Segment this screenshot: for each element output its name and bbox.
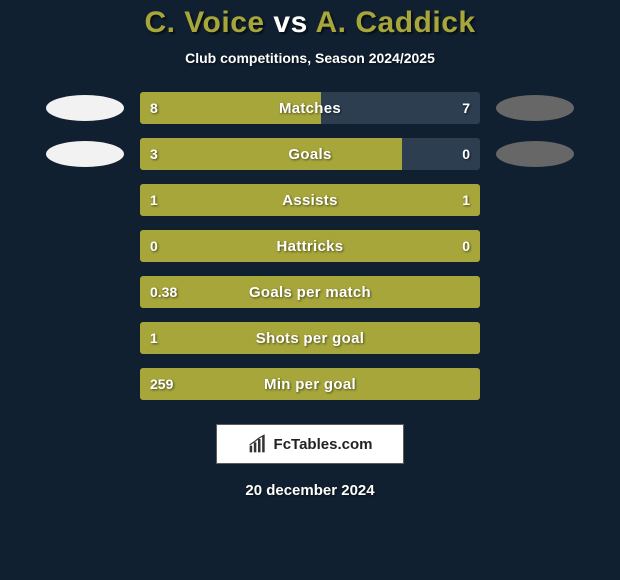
branding-box: FcTables.com xyxy=(216,424,404,464)
comparison-title: C. Voice vs A. Caddick xyxy=(0,0,620,40)
stat-value-left: 1 xyxy=(150,322,158,354)
team-badge-left xyxy=(46,95,124,121)
stat-bar-left-fill xyxy=(140,276,480,308)
stat-row: 259Min per goal xyxy=(0,368,620,400)
stat-value-right: 7 xyxy=(462,92,470,124)
stat-rows: 87Matches30Goals11Assists00Hattricks0.38… xyxy=(0,92,620,400)
stat-value-left: 0.38 xyxy=(150,276,177,308)
stat-value-left: 1 xyxy=(150,184,158,216)
right-badge-slot xyxy=(490,141,580,167)
stat-bar: 1Shots per goal xyxy=(140,322,480,354)
stat-bar-left-fill xyxy=(140,138,402,170)
team-badge-left xyxy=(46,141,124,167)
stat-row: 00Hattricks xyxy=(0,230,620,262)
stat-value-right: 0 xyxy=(462,230,470,262)
stat-bar-left-fill xyxy=(140,368,480,400)
team-badge-right xyxy=(496,141,574,167)
stat-bar-left-fill xyxy=(140,230,480,262)
stat-row: 30Goals xyxy=(0,138,620,170)
stat-bar-left-fill xyxy=(140,92,321,124)
stat-row: 1Shots per goal xyxy=(0,322,620,354)
stat-bar: 11Assists xyxy=(140,184,480,216)
stat-value-left: 8 xyxy=(150,92,158,124)
team-badge-right xyxy=(496,95,574,121)
stat-row: 11Assists xyxy=(0,184,620,216)
branding-text: FcTables.com xyxy=(274,436,373,453)
stat-value-left: 0 xyxy=(150,230,158,262)
stat-bar-left-fill xyxy=(140,322,480,354)
stat-value-right: 1 xyxy=(462,184,470,216)
stat-bar-right-fill xyxy=(321,92,480,124)
stat-bar: 30Goals xyxy=(140,138,480,170)
comparison-subtitle: Club competitions, Season 2024/2025 xyxy=(0,50,620,66)
stat-bar: 259Min per goal xyxy=(140,368,480,400)
stat-bar: 87Matches xyxy=(140,92,480,124)
date-text: 20 december 2024 xyxy=(0,482,620,499)
bar-chart-icon xyxy=(248,434,268,454)
stat-bar: 00Hattricks xyxy=(140,230,480,262)
stat-row: 87Matches xyxy=(0,92,620,124)
right-badge-slot xyxy=(490,95,580,121)
left-badge-slot xyxy=(40,95,130,121)
left-badge-slot xyxy=(40,141,130,167)
stat-value-left: 259 xyxy=(150,368,173,400)
stat-row: 0.38Goals per match xyxy=(0,276,620,308)
stat-bar: 0.38Goals per match xyxy=(140,276,480,308)
stat-value-right: 0 xyxy=(462,138,470,170)
stat-bar-left-fill xyxy=(140,184,480,216)
stat-value-left: 3 xyxy=(150,138,158,170)
